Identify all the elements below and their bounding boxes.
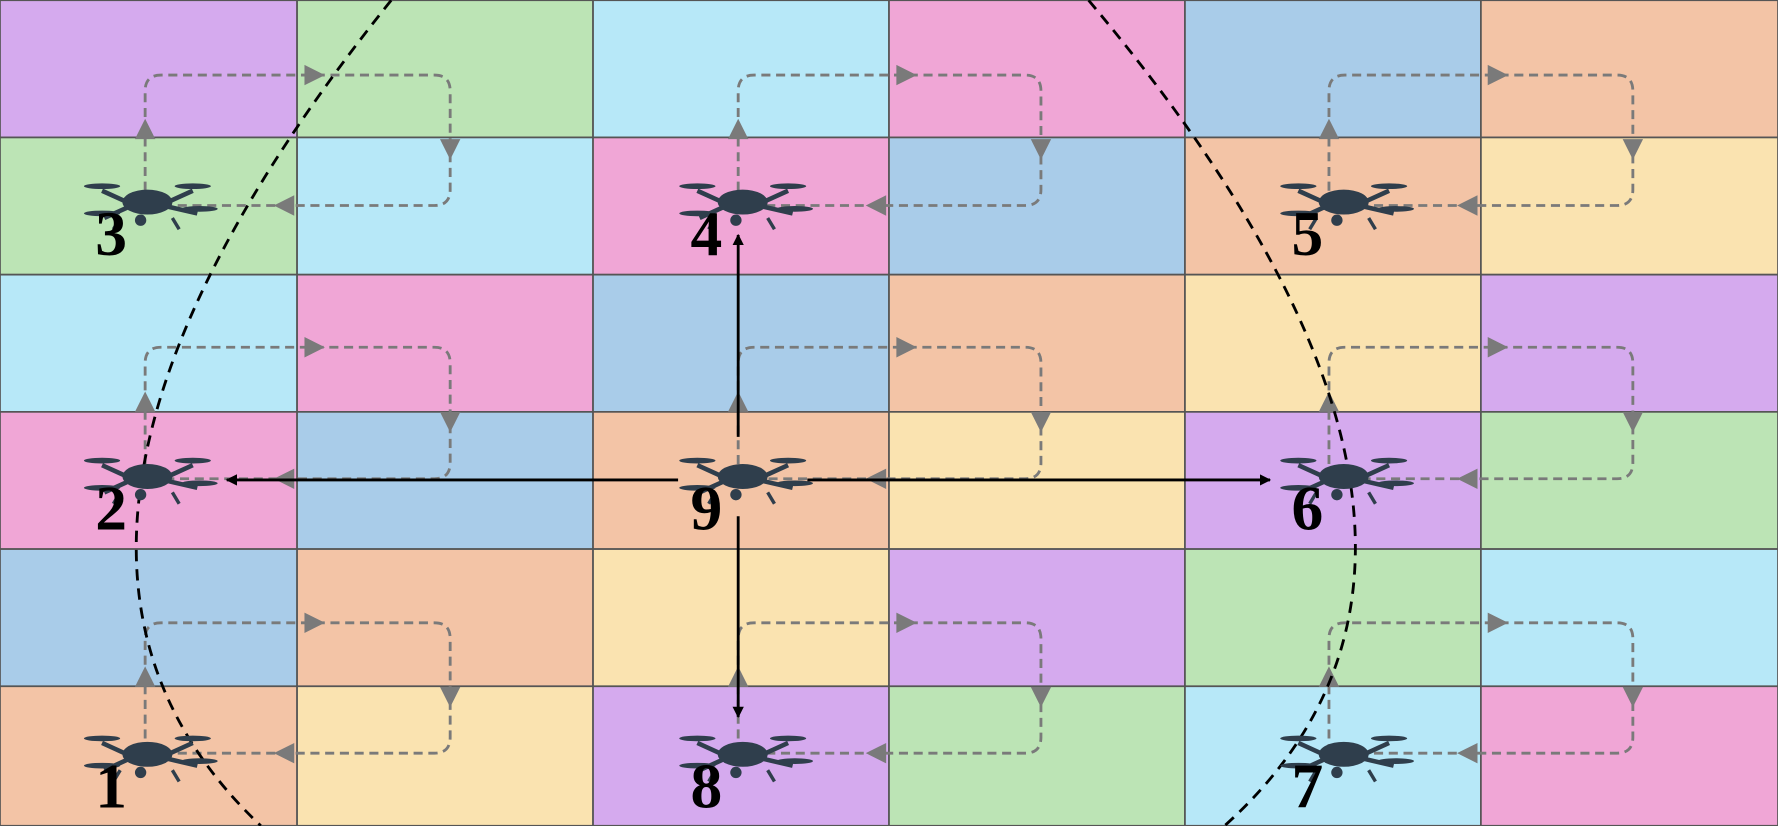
patrol-loop: [1327, 345, 1635, 481]
loop-arrowhead: [896, 64, 917, 86]
loop-arrowhead: [1487, 337, 1509, 358]
loop-arrowhead: [439, 139, 461, 160]
grid-cell: [296, 273, 594, 413]
drone-labels: 1 2 3 4 5 6 7 8 9: [95, 198, 1323, 821]
loop-arrowhead: [1030, 139, 1052, 160]
loop-arrowhead: [304, 612, 325, 633]
grid-cell: [592, 0, 890, 139]
loop-arrowhead: [1622, 411, 1644, 433]
drone-label: 6: [1292, 473, 1324, 544]
loop-arrowhead: [1318, 118, 1340, 140]
loop-arrowhead: [1622, 686, 1644, 708]
loop-arrowhead: [1318, 666, 1340, 687]
loop-arrowhead: [273, 195, 295, 216]
loop-arrowhead: [1487, 64, 1509, 86]
communication-arrows: [225, 233, 1272, 719]
drone-label: 9: [691, 473, 723, 544]
grid-cell: [0, 0, 298, 139]
drone-label: 3: [95, 198, 127, 269]
loop-arrowhead: [865, 742, 887, 764]
grid-cell: [888, 0, 1186, 139]
loop-arrowhead: [439, 411, 461, 433]
loop-arrowhead: [304, 64, 325, 86]
grid-cell: [888, 273, 1186, 413]
loop-arrowhead: [1457, 468, 1478, 489]
grid-cell: [1480, 0, 1778, 139]
patrol-loop: [736, 73, 1043, 207]
drone-label: 4: [691, 198, 723, 269]
grid-cell: [592, 548, 890, 688]
grid-cell: [296, 685, 594, 826]
loop-arrowhead: [304, 337, 325, 358]
grid-cell: [0, 273, 298, 413]
drone-label: 2: [95, 473, 127, 544]
loop-arrowhead: [1457, 195, 1478, 216]
grid-cell: [296, 0, 594, 139]
grid-cell: [0, 548, 298, 688]
loop-arrowhead: [1318, 391, 1340, 412]
grid-cell: [1184, 0, 1482, 139]
loop-arrowhead: [134, 391, 156, 412]
grid-cell: [1480, 685, 1778, 826]
drone-label: 7: [1292, 750, 1324, 821]
loop-arrowhead: [1487, 612, 1509, 633]
patrol-loop: [143, 73, 452, 207]
patrol-loop: [1327, 73, 1635, 207]
grid-cell: [1184, 273, 1482, 413]
loop-arrowhead: [727, 118, 749, 140]
grid-cell: [888, 548, 1186, 688]
grid-cell: [1480, 273, 1778, 413]
loop-arrowhead: [1457, 742, 1478, 764]
loop-arrowhead: [896, 612, 917, 633]
loop-arrowhead: [896, 337, 917, 358]
grid-cell: [888, 685, 1186, 826]
drone-label: 5: [1292, 198, 1324, 269]
grid-cell: [1480, 548, 1778, 688]
loop-arrowhead: [134, 118, 156, 140]
patrol-loop: [736, 345, 1043, 481]
loop-arrowhead: [439, 686, 461, 708]
patrol-loop: [1327, 621, 1635, 755]
grid-cell: [296, 548, 594, 688]
patrol-loop: [736, 621, 1043, 755]
grid-cell: [1480, 411, 1778, 550]
loop-arrowhead: [1030, 686, 1052, 708]
patrol-loop: [143, 345, 452, 481]
grid-cell: [1184, 548, 1482, 688]
loop-arrowhead: [134, 666, 156, 687]
grid-cell: [888, 136, 1186, 276]
loop-arrowhead: [273, 742, 295, 764]
patrol-loop: [143, 621, 452, 755]
loop-arrowhead: [865, 195, 887, 216]
grid-cell: [592, 273, 890, 413]
loop-arrowhead: [1622, 139, 1644, 160]
patrol-loops: [134, 64, 1644, 764]
drone-label: 8: [691, 750, 723, 821]
drone-label: 1: [95, 750, 127, 821]
loop-arrowhead: [1030, 411, 1052, 433]
